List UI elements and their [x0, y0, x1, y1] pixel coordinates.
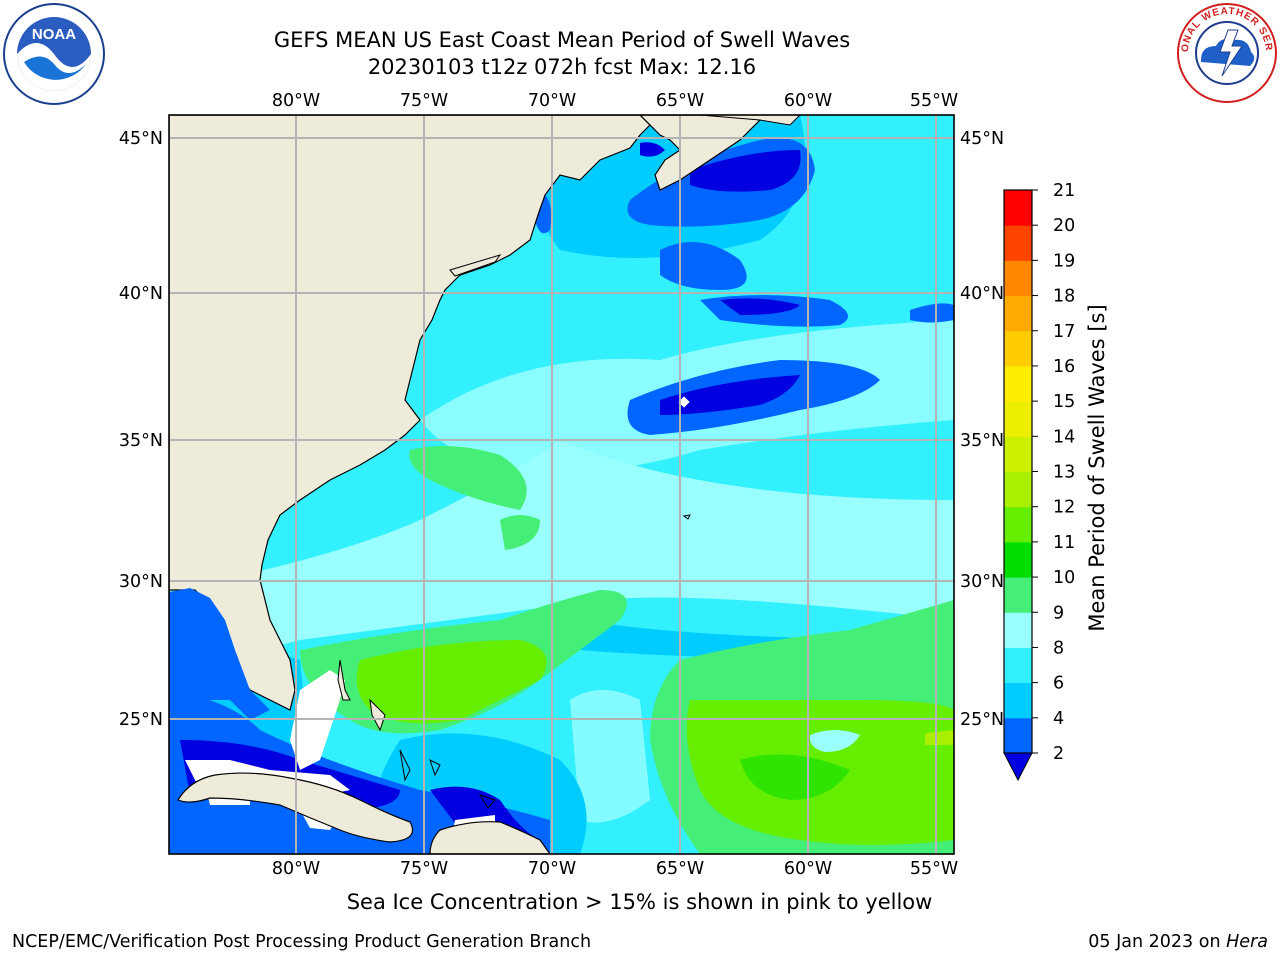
colorbar-swatch: [1004, 682, 1032, 719]
colorbar-tick-label: 21: [1053, 181, 1075, 201]
colorbar-swatch: [1004, 612, 1032, 648]
lon-labels-bottom: 80°W 75°W 70°W 65°W 60°W 55°W: [272, 859, 958, 879]
colorbar-tick-label: 17: [1053, 322, 1075, 342]
colorbar-tick-label: 8: [1053, 638, 1064, 658]
sea-ice-note: Sea Ice Concentration > 15% is shown in …: [346, 890, 933, 914]
colorbar-tick-label: 18: [1053, 287, 1075, 307]
colorbar-tick-label: 15: [1053, 392, 1075, 412]
lon-label: 75°W: [400, 859, 448, 879]
colorbar-swatch: [1004, 225, 1032, 261]
colorbar-tick-label: 14: [1053, 427, 1075, 447]
lon-label: 80°W: [272, 859, 320, 879]
colorbar-swatch: [1004, 541, 1032, 578]
lat-labels-right: 45°N 40°N 35°N 30°N 25°N: [960, 129, 1004, 730]
colorbar-swatch: [1004, 577, 1032, 613]
lat-label: 30°N: [119, 572, 163, 592]
lon-label: 70°W: [528, 91, 576, 111]
colorbar-tick-label: 20: [1053, 216, 1075, 236]
land-hispaniola: [429, 821, 551, 854]
colorbar-swatch: [1004, 506, 1032, 543]
colorbar-swatch: [1004, 436, 1032, 472]
lon-label: 60°W: [784, 91, 832, 111]
lat-label: 35°N: [119, 431, 163, 451]
colorbar-swatch: [1004, 260, 1032, 297]
colorbar-label: Mean Period of Swell Waves [s]: [1085, 304, 1109, 632]
colorbar-swatch: [1004, 295, 1032, 332]
lat-labels-left: 45°N 40°N 35°N 30°N 25°N: [119, 129, 163, 730]
lon-label: 80°W: [272, 91, 320, 111]
colorbar-tick-label: 9: [1053, 603, 1064, 623]
period-contour-11-12: [356, 640, 547, 724]
lon-labels-top: 80°W 75°W 70°W 65°W 60°W 55°W: [272, 91, 958, 111]
lon-label: 75°W: [400, 91, 448, 111]
period-contour-2-4: [690, 150, 801, 192]
colorbar-tick-label: 6: [1053, 674, 1064, 694]
colorbar-swatch: [1004, 365, 1032, 402]
lat-label: 45°N: [960, 129, 1004, 149]
footer-date-text: 05 Jan 2023: [1088, 932, 1194, 952]
colorbar-swatch: [1004, 401, 1032, 437]
colorbar-swatch: [1004, 330, 1032, 367]
colorbar-swatch: [1004, 647, 1032, 684]
footer-date: 05 Jan 2023 on Hera: [1088, 932, 1268, 952]
colorbar-tick-label: 12: [1053, 498, 1075, 518]
period-contour-8-9: [169, 440, 954, 654]
lat-label: 30°N: [960, 572, 1004, 592]
map-title: GEFS MEAN US East Coast Mean Period of S…: [273, 28, 851, 52]
colorbar: 2 4 6 8 9 10 11 12 13 14 15 16 17 18 19 20 21: [1003, 181, 1075, 782]
graticule: [169, 115, 954, 854]
footer-on-text: on: [1198, 932, 1221, 952]
lat-label: 45°N: [119, 129, 163, 149]
lon-label: 55°W: [910, 91, 958, 111]
footer-credit: NCEP/EMC/Verification Post Processing Pr…: [12, 932, 592, 952]
footer-machine: Hera: [1226, 932, 1268, 952]
colorbar-tick-label: 19: [1053, 251, 1075, 271]
lat-label: 35°N: [960, 431, 1004, 451]
lon-label: 55°W: [910, 859, 958, 879]
lon-label: 65°W: [656, 91, 704, 111]
nws-logo: NATIONAL WEATHER SERVICE: [1176, 2, 1277, 103]
lon-label: 60°W: [784, 859, 832, 879]
colorbar-tick-label: 4: [1053, 709, 1064, 729]
colorbar-tick-label: 13: [1053, 463, 1075, 483]
map-panel: [169, 115, 954, 854]
lat-label: 40°N: [119, 284, 163, 304]
map-frame: [168, 114, 955, 855]
colorbar-tick-label: 11: [1053, 533, 1075, 553]
lat-label: 25°N: [119, 710, 163, 730]
colorbar-swatch: [1004, 717, 1032, 754]
colorbar-swatch: [1004, 471, 1032, 508]
colorbar-extend-min: [1003, 752, 1033, 782]
svg-text:NOAA: NOAA: [32, 26, 76, 43]
lon-label: 70°W: [528, 859, 576, 879]
map-subtitle: 20230103 t12z 072h fcst Max: 12.16: [367, 55, 757, 79]
colorbar-tick-label: 16: [1053, 357, 1075, 377]
noaa-logo: NOAA: [3, 3, 105, 105]
lat-label: 40°N: [960, 284, 1004, 304]
lon-label: 65°W: [656, 859, 704, 879]
colorbar-swatch: [1004, 190, 1032, 226]
colorbar-tick-label: 10: [1053, 568, 1075, 588]
lat-label: 25°N: [960, 710, 1004, 730]
colorbar-tick-label: 2: [1053, 744, 1064, 764]
land-us-east-coast: [169, 115, 651, 711]
